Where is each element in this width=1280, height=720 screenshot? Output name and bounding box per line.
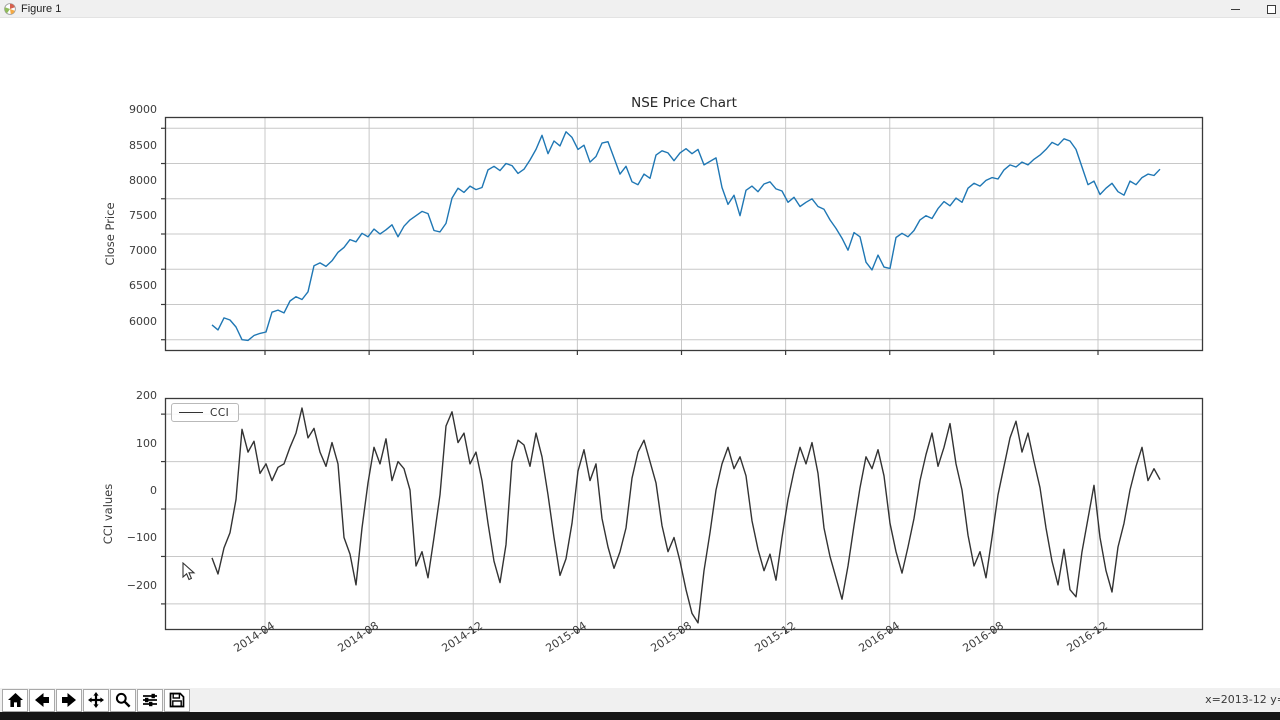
y-tick-label: −100 <box>126 531 157 545</box>
close-line <box>211 131 1161 342</box>
forward-button[interactable] <box>56 688 82 712</box>
save-button[interactable] <box>164 688 190 712</box>
y-tick-label: 6000 <box>129 314 157 328</box>
back-arrow-icon <box>35 693 49 707</box>
chart-title: NSE Price Chart <box>631 95 737 111</box>
maximize-icon <box>1266 4 1276 14</box>
back-button[interactable] <box>29 688 55 712</box>
y-tick-label: 0 <box>150 484 157 498</box>
axes-bot-svg <box>161 397 1204 634</box>
window-titlebar[interactable]: Figure 1 <box>0 0 1280 18</box>
mouse-cursor-icon <box>182 562 196 581</box>
maximize-button[interactable] <box>1256 0 1280 18</box>
legend-label: CCI <box>210 406 230 419</box>
y-tick-label: 7000 <box>129 244 157 258</box>
legend-box: CCI <box>171 403 240 422</box>
sliders-icon <box>143 693 157 707</box>
axes-top-svg <box>161 116 1204 355</box>
matplotlib-app-icon <box>4 2 16 15</box>
minimize-button[interactable] <box>1220 0 1250 18</box>
cci-line <box>211 407 1161 624</box>
forward-arrow-icon <box>62 693 76 707</box>
y-tick-label: 8500 <box>129 138 157 152</box>
cursor-position-status: x=2013-12 y= <box>1205 693 1280 706</box>
bottom-strip <box>0 712 1280 720</box>
minimize-icon <box>1230 8 1240 10</box>
y-tick-label: 7500 <box>129 209 157 222</box>
y-tick-label: 100 <box>136 436 157 450</box>
figure-canvas[interactable]: NSE Price Chart Close Price CCI values 6… <box>0 18 1280 688</box>
save-floppy-icon <box>169 692 185 708</box>
price-chart-axes[interactable] <box>161 116 1204 355</box>
home-button[interactable] <box>2 688 28 712</box>
legend-line-sample <box>179 412 203 413</box>
matplotlib-toolbar <box>0 688 1280 712</box>
pan-button[interactable] <box>83 688 109 712</box>
y-tick-label: 8000 <box>129 173 157 187</box>
y-tick-label: 6500 <box>129 279 157 293</box>
window-title: Figure 1 <box>21 2 62 15</box>
y-tick-label: 9000 <box>129 103 157 117</box>
configure-subplots-button[interactable] <box>137 688 163 712</box>
cci-chart-axes[interactable] <box>161 397 1204 634</box>
y-tick-label: 200 <box>136 389 157 403</box>
y-tick-label: −200 <box>126 578 157 592</box>
magnifier-icon <box>115 692 131 708</box>
pan-icon <box>88 692 104 708</box>
home-icon <box>7 693 23 707</box>
zoom-button[interactable] <box>110 688 136 712</box>
